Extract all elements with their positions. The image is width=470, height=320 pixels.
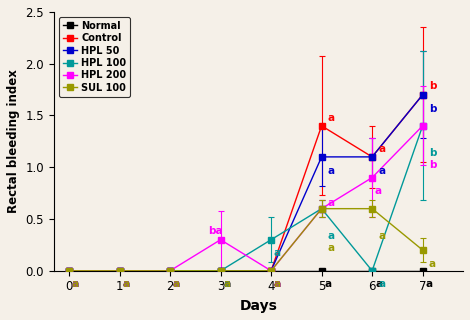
Text: a: a — [172, 279, 180, 289]
Text: a: a — [71, 279, 78, 289]
Text: a: a — [71, 279, 78, 289]
Text: a: a — [274, 279, 281, 289]
Text: a: a — [223, 279, 230, 289]
Text: a: a — [172, 279, 180, 289]
X-axis label: Days: Days — [240, 299, 277, 313]
Text: a: a — [172, 279, 180, 289]
Text: a: a — [378, 144, 385, 154]
Text: a: a — [274, 279, 281, 289]
Text: a: a — [375, 279, 382, 289]
Text: a: a — [274, 279, 281, 289]
Text: a: a — [223, 279, 230, 289]
Text: a: a — [325, 279, 332, 289]
Text: a: a — [426, 279, 433, 289]
Text: a: a — [172, 279, 180, 289]
Text: a: a — [328, 243, 335, 253]
Y-axis label: Rectal bleeding index: Rectal bleeding index — [7, 69, 20, 213]
Text: b: b — [429, 82, 436, 92]
Text: b: b — [429, 160, 436, 170]
Legend: Normal, Control, HPL 50, HPL 100, HPL 200, SUL 100: Normal, Control, HPL 50, HPL 100, HPL 20… — [59, 17, 130, 97]
Text: a: a — [328, 198, 335, 209]
Text: a: a — [223, 279, 230, 289]
Text: a: a — [223, 279, 230, 289]
Text: a: a — [71, 279, 78, 289]
Text: a: a — [172, 279, 180, 289]
Text: a: a — [274, 279, 281, 289]
Text: a: a — [122, 279, 129, 289]
Text: a: a — [274, 279, 281, 289]
Text: a: a — [328, 113, 335, 123]
Text: a: a — [378, 166, 385, 176]
Text: b: b — [429, 148, 436, 158]
Text: ba: ba — [208, 227, 223, 236]
Text: a: a — [71, 279, 78, 289]
Text: b: b — [429, 104, 436, 114]
Text: a: a — [378, 231, 385, 241]
Text: a: a — [378, 279, 385, 289]
Text: a: a — [429, 259, 436, 268]
Text: a: a — [274, 248, 281, 258]
Text: a: a — [328, 166, 335, 176]
Text: a: a — [71, 279, 78, 289]
Text: a: a — [122, 279, 129, 289]
Text: a: a — [375, 186, 382, 196]
Text: a: a — [71, 279, 78, 289]
Text: a: a — [122, 279, 129, 289]
Text: a: a — [223, 279, 230, 289]
Text: a: a — [172, 279, 180, 289]
Text: a: a — [328, 231, 335, 241]
Text: a: a — [122, 279, 129, 289]
Text: a: a — [122, 279, 129, 289]
Text: a: a — [122, 279, 129, 289]
